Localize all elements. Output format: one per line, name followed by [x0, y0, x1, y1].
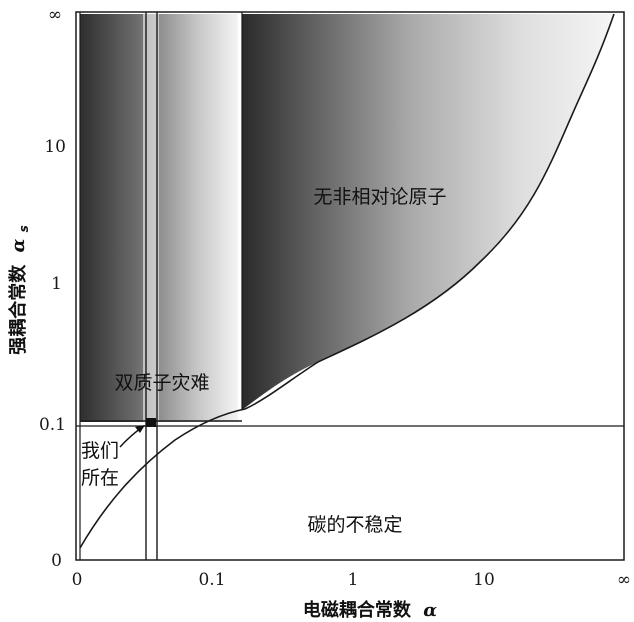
y-tick-label: 10 [44, 137, 66, 157]
x-axis-title: 电磁耦合常数 α [303, 599, 437, 621]
x-axis-title-text: 电磁耦合常数 [303, 599, 412, 621]
y-axis-title-text: 强耦合常数 [7, 264, 29, 355]
y-tick-label: 0 [51, 551, 62, 571]
x-tick-label: 1 [348, 570, 359, 590]
nonrelativistic-shaded-region [242, 14, 614, 410]
x-axis-symbol: α [423, 600, 437, 621]
y-axis-subscript: s [17, 225, 31, 232]
y-axis-ticks: 0 0.1 1 10 ∞ [39, 5, 66, 571]
x-tick-label: 10 [473, 570, 495, 590]
white-gap-strip [143, 14, 159, 422]
x-tick-label: ∞ [617, 570, 631, 590]
x-axis-ticks: 0 0.1 1 10 ∞ [72, 570, 632, 590]
x-tick-label: 0.1 [198, 570, 225, 590]
y-axis-title: 强耦合常数 α s [7, 225, 31, 355]
arrow-head-icon [135, 425, 145, 433]
region-label-diproton: 双质子灾难 [114, 372, 209, 394]
our-universe-marker [146, 418, 156, 427]
region-label-nonrelativistic: 无非相对论原子 [313, 186, 446, 208]
we-are-here-line-1: 我们 [81, 440, 119, 462]
y-tick-label: 1 [51, 274, 62, 294]
y-tick-label: ∞ [48, 5, 62, 25]
y-axis-symbol: α [8, 239, 29, 253]
we-are-here-line-2: 所在 [81, 467, 119, 489]
region-label-carbon: 碳的不稳定 [307, 514, 402, 536]
x-tick-label: 0 [72, 570, 83, 590]
relativistic-boundary-curve [79, 13, 615, 549]
plot-frame [75, 11, 625, 561]
y-tick-label: 0.1 [39, 415, 66, 435]
